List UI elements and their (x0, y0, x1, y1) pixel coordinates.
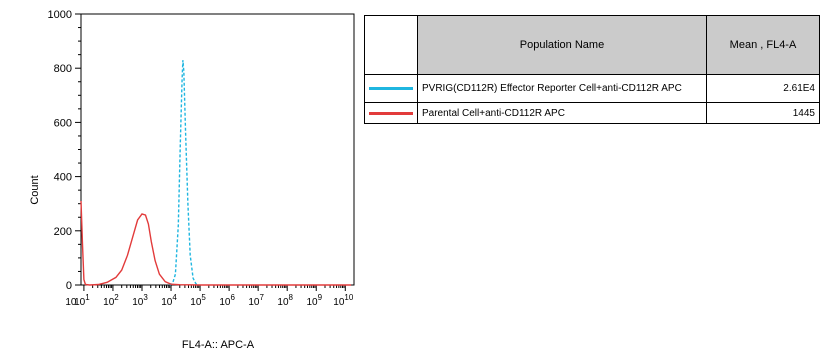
legend-swatch-cell (364, 74, 418, 103)
x-tick-label: 104 (161, 293, 177, 308)
legend-header-name: Population Name (417, 15, 707, 75)
legend-row-name: PVRIG(CD112R) Effector Reporter Cell+ant… (417, 74, 707, 103)
y-tick-label: 0 (66, 280, 72, 292)
legend-header-swatch (364, 15, 418, 75)
x-tick-label: 103 (132, 293, 148, 308)
legend-table: Population Name Mean , FL4-A PVRIG(CD112… (364, 15, 820, 124)
plot-frame (80, 13, 355, 286)
x-tick-label: 1010 (333, 293, 354, 308)
x-axis-label: FL4-A:: APC-A (182, 339, 255, 351)
y-tick-label: 200 (54, 226, 72, 238)
legend-row: Parental Cell+anti-CD112R APC 1445 (364, 102, 820, 124)
series-line-red (80, 200, 352, 286)
x-tick-label: 107 (248, 293, 264, 308)
x-tick-label: 108 (277, 293, 293, 308)
x-tick-label: 102 (103, 293, 119, 308)
y-tick-label: 400 (54, 172, 72, 184)
x-tick-label: 101 (74, 293, 90, 308)
y-tick-label: 1000 (48, 9, 72, 21)
y-axis-label: Count (29, 175, 41, 204)
x-tick-label: 105 (190, 293, 206, 308)
x-tick-label-extra: 10 (65, 297, 77, 308)
legend-swatch-red (369, 111, 413, 115)
legend-row-mean: 1445 (706, 102, 820, 124)
y-tick-label: 600 (54, 117, 72, 129)
legend-row-name: Parental Cell+anti-CD112R APC (417, 102, 707, 124)
series-line-cyan (169, 60, 199, 286)
legend-header-row: Population Name Mean , FL4-A (364, 15, 820, 75)
y-tick-label: 800 (54, 63, 72, 75)
x-tick-label: 106 (219, 293, 235, 308)
legend-row-mean: 2.61E4 (706, 74, 820, 103)
legend-swatch-cyan (369, 87, 413, 90)
legend-row: PVRIG(CD112R) Effector Reporter Cell+ant… (364, 74, 820, 103)
legend-header-mean: Mean , FL4-A (706, 15, 820, 75)
x-tick-label: 109 (306, 293, 322, 308)
legend-swatch-cell (364, 102, 418, 124)
